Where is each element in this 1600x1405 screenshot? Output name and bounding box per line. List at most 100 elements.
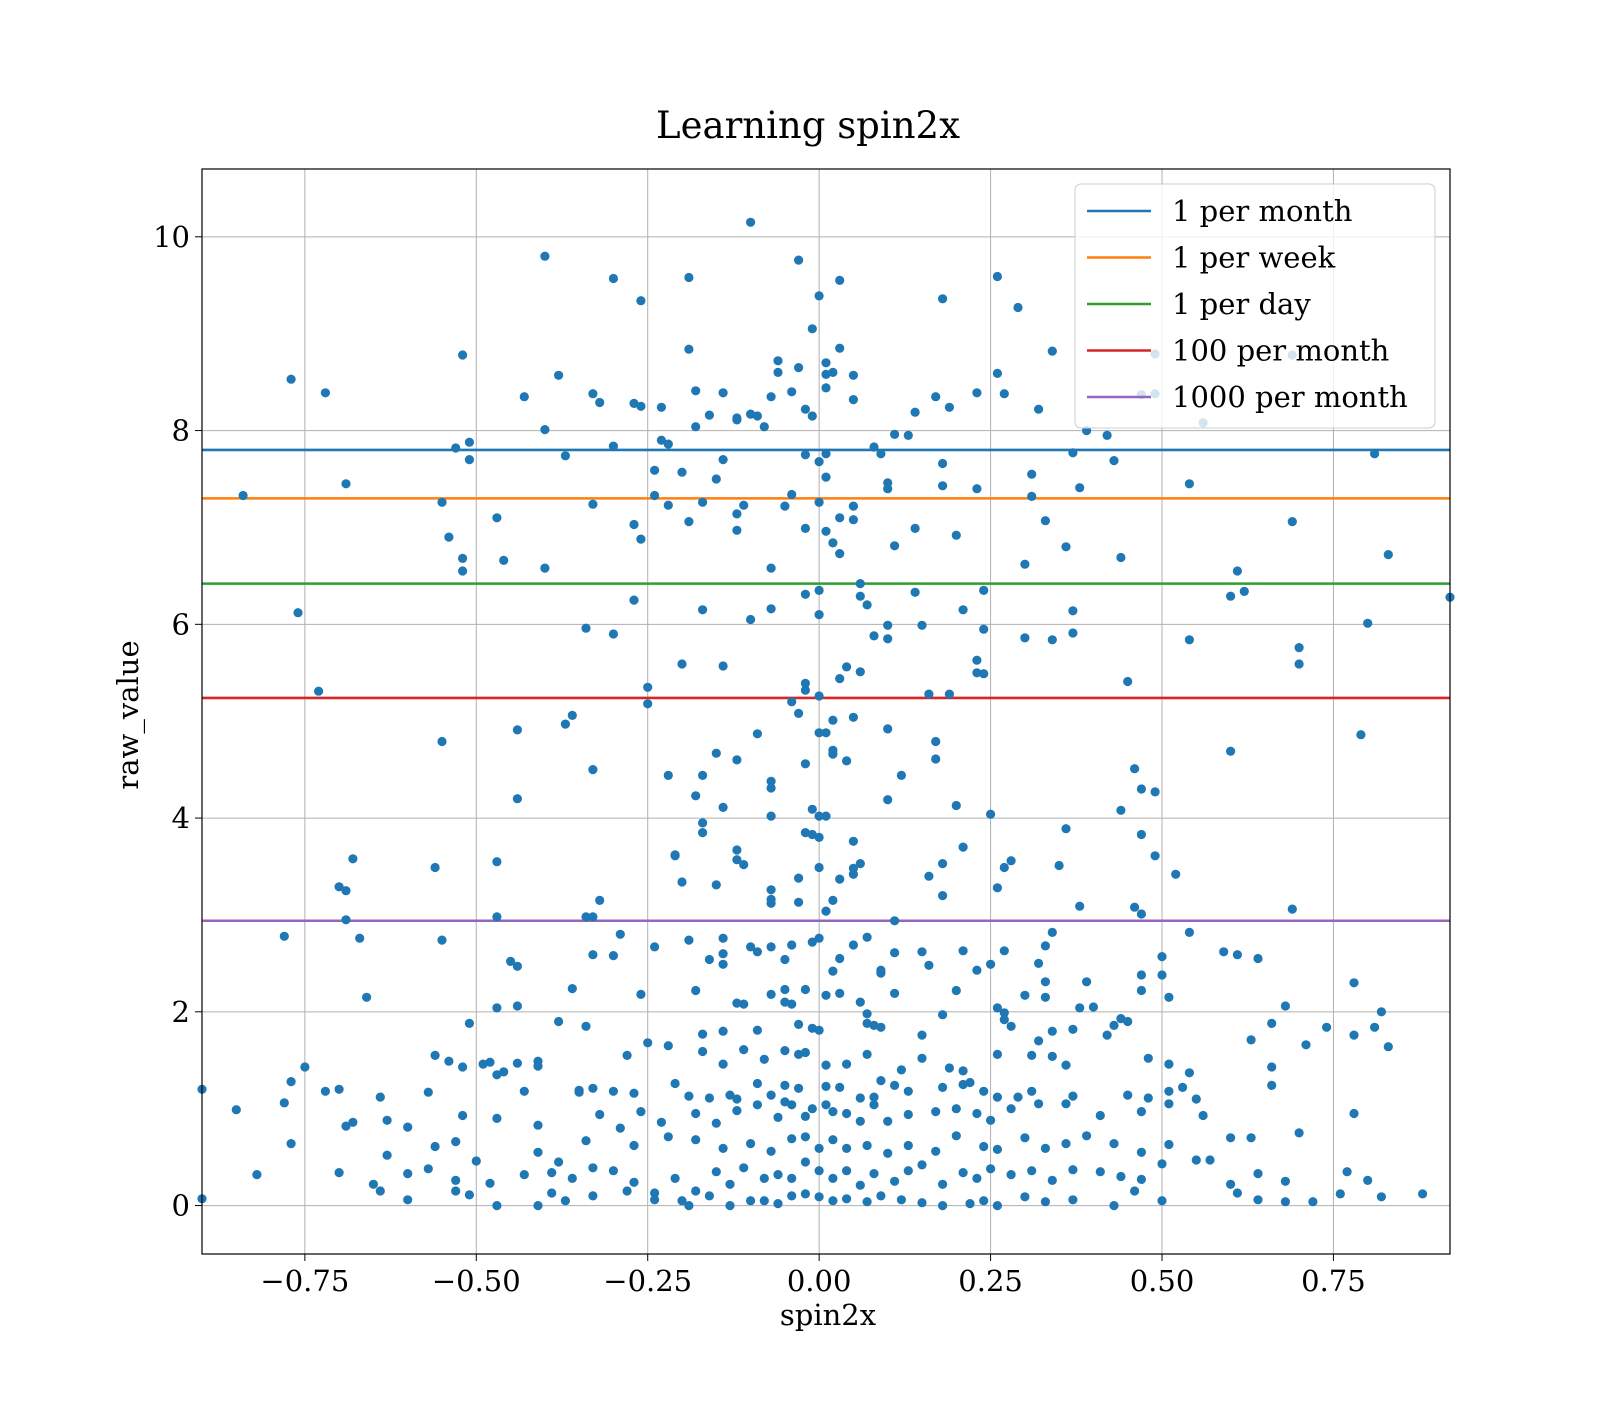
data-point bbox=[821, 1060, 831, 1070]
data-point bbox=[787, 697, 797, 707]
data-point bbox=[739, 500, 749, 510]
data-point bbox=[910, 587, 920, 597]
data-point bbox=[1130, 1186, 1140, 1196]
data-point bbox=[231, 1105, 241, 1115]
data-point bbox=[1349, 1030, 1359, 1040]
data-point bbox=[1068, 1091, 1078, 1101]
data-point bbox=[1068, 1195, 1078, 1205]
data-point bbox=[725, 1179, 735, 1189]
data-point bbox=[567, 710, 577, 721]
data-point bbox=[800, 685, 811, 695]
data-point bbox=[828, 538, 838, 548]
data-point bbox=[807, 804, 817, 814]
legend-label: 1 per day bbox=[1172, 287, 1311, 321]
data-point bbox=[608, 441, 619, 451]
data-point bbox=[992, 883, 1003, 893]
data-point bbox=[965, 1199, 975, 1209]
data-point bbox=[1383, 1042, 1393, 1052]
y-tick-label: 8 bbox=[172, 414, 190, 448]
data-point bbox=[684, 1201, 694, 1211]
data-point bbox=[1226, 746, 1236, 756]
data-point bbox=[1034, 1036, 1044, 1046]
data-point bbox=[766, 1146, 776, 1156]
data-point bbox=[567, 1173, 577, 1183]
data-point bbox=[492, 1201, 502, 1211]
data-point bbox=[1006, 856, 1016, 866]
data-point bbox=[917, 947, 927, 957]
data-point bbox=[718, 661, 728, 671]
data-point bbox=[999, 1008, 1009, 1018]
data-point bbox=[286, 374, 296, 384]
data-point bbox=[780, 984, 790, 995]
data-point bbox=[924, 689, 934, 699]
data-point bbox=[691, 422, 701, 432]
legend-label: 1 per week bbox=[1172, 241, 1336, 275]
data-point bbox=[547, 1168, 557, 1178]
data-point bbox=[1027, 469, 1037, 479]
data-point bbox=[1034, 1099, 1044, 1109]
data-point bbox=[1136, 1147, 1146, 1157]
data-point bbox=[629, 595, 639, 605]
data-point bbox=[588, 950, 598, 960]
data-point bbox=[869, 1020, 879, 1030]
data-point bbox=[1047, 1175, 1057, 1185]
data-point bbox=[814, 832, 824, 843]
data-point bbox=[1040, 977, 1050, 987]
data-point bbox=[540, 251, 550, 261]
data-point bbox=[670, 850, 680, 860]
data-point bbox=[1013, 1092, 1023, 1102]
data-point bbox=[1226, 1179, 1236, 1189]
data-point bbox=[814, 1025, 824, 1035]
data-point bbox=[862, 600, 872, 610]
data-point bbox=[437, 497, 447, 507]
data-point bbox=[794, 1019, 804, 1029]
data-point bbox=[663, 500, 673, 510]
data-point bbox=[828, 895, 838, 906]
data-point bbox=[800, 404, 811, 414]
data-point bbox=[588, 1191, 598, 1201]
data-point bbox=[698, 818, 708, 828]
data-point bbox=[835, 988, 845, 999]
data-point bbox=[883, 795, 893, 805]
data-point bbox=[458, 350, 468, 360]
x-tick-label: 0.25 bbox=[958, 1264, 1023, 1298]
data-point bbox=[965, 1077, 975, 1088]
data-point bbox=[636, 989, 646, 1000]
data-point bbox=[979, 669, 989, 679]
data-point bbox=[512, 725, 523, 735]
data-point bbox=[752, 1100, 763, 1110]
x-tick-label: 0.75 bbox=[1301, 1264, 1366, 1298]
data-point bbox=[732, 855, 742, 865]
data-point bbox=[773, 1112, 783, 1122]
data-point bbox=[1095, 1167, 1105, 1177]
data-point bbox=[732, 998, 742, 1008]
data-point bbox=[1253, 953, 1263, 964]
data-point bbox=[766, 811, 776, 821]
data-point bbox=[1006, 1104, 1016, 1114]
data-point bbox=[814, 1166, 824, 1176]
data-point bbox=[972, 965, 982, 975]
data-point bbox=[924, 960, 934, 970]
data-point bbox=[341, 915, 351, 925]
data-point bbox=[1205, 1155, 1215, 1165]
data-point bbox=[1184, 927, 1194, 938]
data-point bbox=[1280, 1197, 1290, 1207]
y-axis-label: raw_value bbox=[111, 640, 146, 789]
data-point bbox=[938, 458, 948, 469]
data-point bbox=[814, 728, 824, 738]
data-point bbox=[848, 501, 859, 511]
data-point bbox=[732, 415, 742, 425]
data-point bbox=[766, 885, 776, 895]
data-point bbox=[821, 449, 831, 459]
data-point bbox=[423, 1164, 433, 1174]
data-point bbox=[821, 728, 831, 738]
data-point bbox=[643, 682, 653, 692]
data-point bbox=[711, 1167, 721, 1177]
y-tick-label: 10 bbox=[153, 220, 190, 254]
data-point bbox=[608, 1086, 619, 1096]
data-point bbox=[862, 1197, 872, 1207]
data-point bbox=[1047, 1026, 1057, 1036]
data-point bbox=[1164, 1086, 1174, 1096]
data-point bbox=[1040, 516, 1050, 526]
